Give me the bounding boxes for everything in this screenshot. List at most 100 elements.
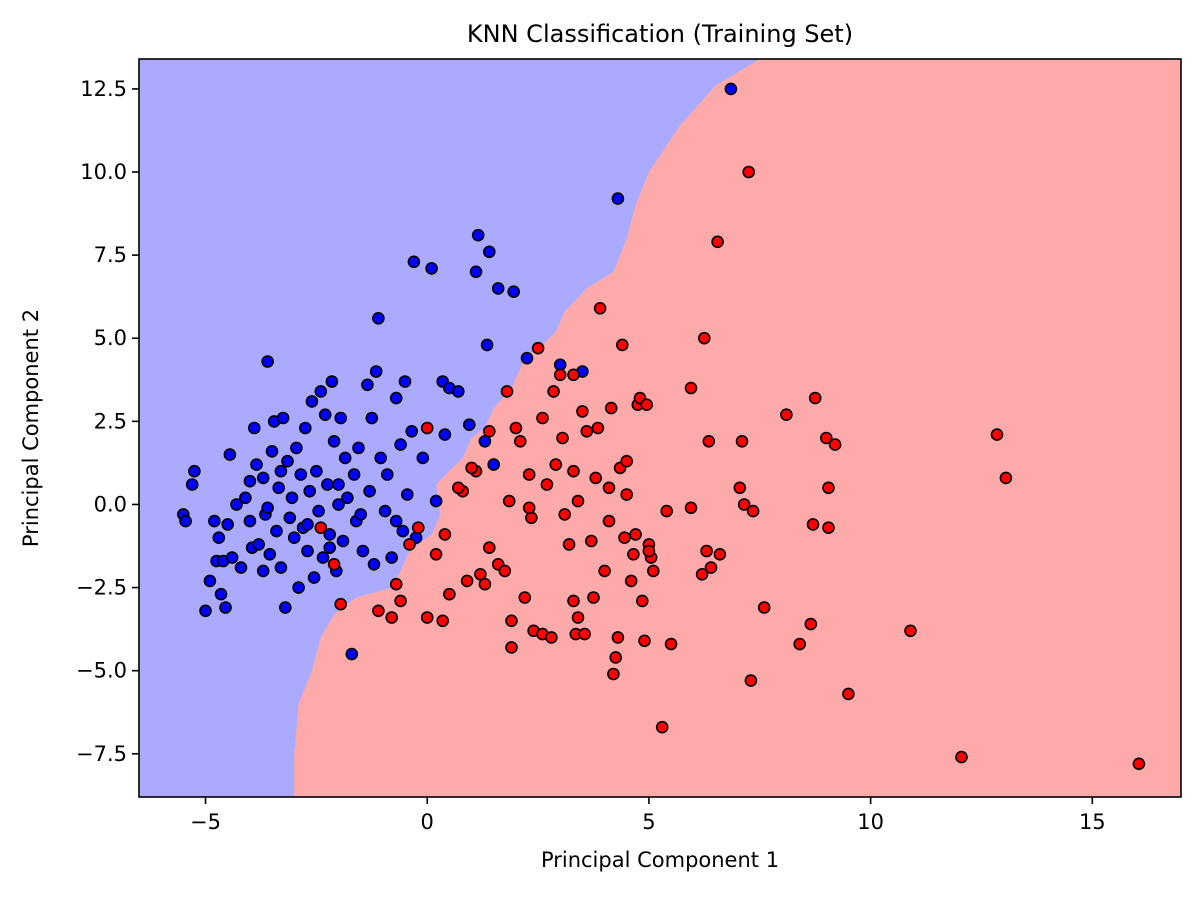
red-point <box>525 511 538 525</box>
red-point <box>545 631 558 644</box>
red-point <box>746 504 760 518</box>
red-point <box>757 601 771 614</box>
x-axis-label: Principal Component 1 <box>541 848 779 872</box>
blue-point <box>314 385 328 398</box>
y-tick-label: 10.0 <box>80 160 127 184</box>
blue-point <box>307 571 321 584</box>
blue-point <box>396 524 410 538</box>
red-point <box>635 594 649 608</box>
blue-point <box>363 484 376 498</box>
red-point <box>505 641 518 654</box>
blue-point <box>347 468 361 481</box>
red-point <box>806 518 820 531</box>
blue-point <box>290 441 303 455</box>
blue-point <box>214 587 228 601</box>
red-point <box>904 624 917 638</box>
red-point <box>842 687 855 701</box>
blue-point <box>482 245 496 259</box>
blue-point <box>491 282 505 295</box>
red-point <box>385 611 399 624</box>
blue-point <box>416 451 430 465</box>
red-point <box>465 461 478 475</box>
y-tick-label: 0.0 <box>94 492 127 516</box>
blue-point <box>438 428 452 441</box>
blue-point <box>318 408 332 422</box>
red-point <box>638 634 651 648</box>
blue-point <box>611 192 625 205</box>
red-point <box>695 567 709 581</box>
red-point <box>598 564 611 578</box>
blue-point <box>367 557 381 571</box>
red-point <box>737 498 751 511</box>
blue-point <box>305 395 319 408</box>
red-point <box>624 574 638 588</box>
red-point <box>567 368 580 382</box>
y-axis-ticks: −7.5 −5.0 −2.5 0.0 2.5 5.0 7.5 10.0 12.5 <box>76 77 139 766</box>
red-point <box>411 521 425 535</box>
blue-point <box>356 544 370 558</box>
blue-point <box>338 451 352 465</box>
blue-point <box>303 484 317 498</box>
red-point <box>553 368 567 382</box>
red-point <box>700 544 713 558</box>
red-point <box>436 614 450 628</box>
blue-point <box>261 355 274 368</box>
red-point <box>618 531 631 545</box>
red-point <box>819 431 833 445</box>
blue-point <box>325 375 339 388</box>
blue-point <box>281 454 294 468</box>
red-point <box>420 421 434 435</box>
blue-point <box>294 468 308 481</box>
blue-point <box>407 255 421 269</box>
red-point <box>327 557 341 571</box>
red-point <box>704 561 718 574</box>
red-point <box>562 538 576 551</box>
y-tick-label: 12.5 <box>80 77 127 101</box>
data-points <box>177 82 1146 771</box>
red-point <box>500 385 514 398</box>
x-tick-label: −5 <box>190 810 221 834</box>
blue-point <box>230 498 243 511</box>
red-point <box>593 301 607 315</box>
red-point <box>540 478 554 491</box>
red-point <box>793 637 807 651</box>
red-point <box>513 434 527 448</box>
red-point <box>822 481 835 495</box>
red-point <box>403 538 416 551</box>
blue-point <box>274 561 288 574</box>
blue-point <box>203 574 217 588</box>
blue-point <box>250 458 263 471</box>
red-point <box>443 587 456 601</box>
red-point <box>999 471 1013 485</box>
x-tick-label: 0 <box>421 810 434 834</box>
red-point <box>591 421 605 435</box>
blue-point <box>298 421 312 435</box>
red-point <box>828 438 842 451</box>
blue-point <box>487 458 501 471</box>
blue-point <box>380 468 394 481</box>
blue-point <box>400 488 414 501</box>
red-point <box>615 338 629 352</box>
red-point <box>611 631 625 644</box>
red-point <box>556 431 569 445</box>
red-point <box>620 488 634 501</box>
red-point <box>567 594 580 608</box>
blue-point <box>345 647 359 661</box>
blue-point <box>334 411 348 425</box>
blue-point <box>332 498 345 511</box>
y-tick-label: −5.0 <box>76 659 127 683</box>
blue-point <box>301 544 314 558</box>
blue-point <box>321 478 334 491</box>
red-point <box>438 528 452 541</box>
blue-point <box>462 418 476 432</box>
red-point <box>580 424 594 438</box>
blue-point <box>270 524 283 538</box>
blue-point <box>480 338 494 352</box>
red-point <box>571 494 585 508</box>
blue-point <box>301 518 314 531</box>
chart-title: KNN Classification (Training Set) <box>467 20 853 48</box>
blue-point <box>389 391 403 405</box>
blue-point <box>199 604 212 618</box>
blue-point <box>278 601 292 614</box>
